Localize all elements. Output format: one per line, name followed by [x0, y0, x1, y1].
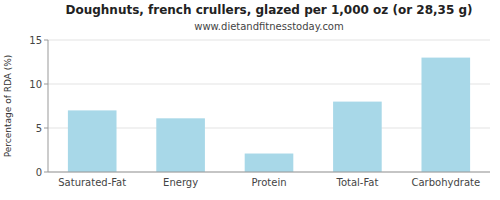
grid-line — [48, 40, 490, 41]
bar — [421, 58, 470, 172]
chart: Doughnuts, french crullers, glazed per 1… — [0, 0, 500, 200]
grid — [48, 40, 490, 172]
subtitle: www.dietandfitnesstoday.com — [194, 21, 343, 32]
y-axis-line — [48, 40, 49, 172]
x-tick-label: Saturated-Fat — [58, 177, 126, 188]
x-tick-label: Total-Fat — [335, 177, 378, 188]
y-axis: 0 5 10 15 — [29, 35, 48, 178]
bars — [68, 58, 470, 172]
y-tick-label: 10 — [29, 79, 42, 90]
y-tick-label: 15 — [29, 35, 42, 46]
y-tick — [44, 128, 48, 129]
chart-container: Doughnuts, french crullers, glazed per 1… — [0, 0, 500, 200]
bar — [156, 118, 205, 172]
bar — [333, 102, 382, 172]
y-tick-label: 0 — [36, 167, 42, 178]
y-tick — [44, 172, 48, 173]
y-tick-label: 5 — [36, 123, 42, 134]
title: Doughnuts, french crullers, glazed per 1… — [65, 3, 472, 17]
bar — [245, 154, 294, 172]
y-tick — [44, 40, 48, 41]
y-tick — [44, 84, 48, 85]
x-axis: Saturated-Fat Energy Protein Total-Fat Carbo… — [48, 172, 490, 188]
grid-line — [48, 172, 490, 173]
x-tick-label: Energy — [163, 177, 198, 188]
x-tick-label: Carbohydrate — [411, 177, 480, 188]
x-axis-line — [48, 172, 490, 173]
bar — [68, 110, 117, 172]
y-axis-label: Percentage of RDA (%) — [3, 55, 13, 158]
x-tick-label: Protein — [251, 177, 286, 188]
